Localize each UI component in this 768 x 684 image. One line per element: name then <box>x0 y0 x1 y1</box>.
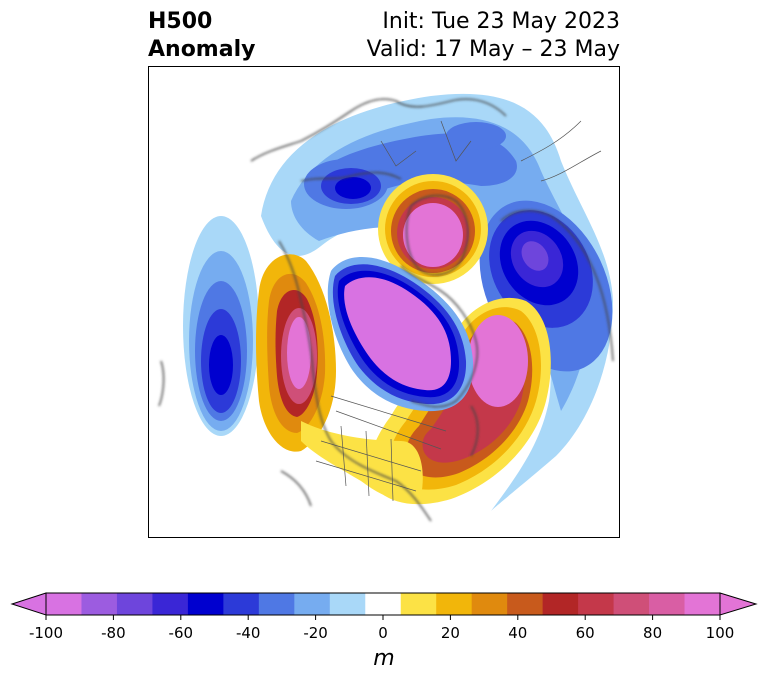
coastlines <box>158 98 614 522</box>
colorbar-extend-high <box>719 592 758 616</box>
colorbar-swatch <box>507 593 544 615</box>
polar-trough <box>327 257 474 412</box>
colorbar-tick-label: -100 <box>29 624 63 642</box>
colorbar-swatch <box>223 593 260 615</box>
anomaly-map <box>148 66 620 538</box>
pacific-low <box>183 216 259 436</box>
colorbar-swatch <box>116 593 153 615</box>
init-label: Init: Tue 23 May 2023 <box>382 9 620 34</box>
colorbar-swatch <box>684 593 721 615</box>
colorbar-swatch <box>81 593 118 615</box>
colorbar-tick-label: 0 <box>378 624 388 642</box>
colorbar-swatch <box>187 593 224 615</box>
colorbar-swatch <box>613 593 650 615</box>
colorbar-swatch <box>649 593 686 615</box>
colorbar-swatches <box>46 593 721 615</box>
colorbar-tick-label: 20 <box>441 624 460 642</box>
colorbar-tick-label: 60 <box>576 624 595 642</box>
colorbar-swatch <box>294 593 331 615</box>
colorbar-swatch <box>152 593 189 615</box>
colorbar-tick-label: -40 <box>236 624 261 642</box>
colorbar-swatch <box>542 593 579 615</box>
colorbar-swatch <box>400 593 437 615</box>
valid-period: Init: Tue 23 May 2023 Valid: 17 May – 23… <box>367 8 620 64</box>
colorbar-extend-low <box>10 592 47 616</box>
greenland-ridge <box>378 174 488 284</box>
colorbar-swatch <box>471 593 508 615</box>
title-line-2: Anomaly <box>148 37 256 62</box>
colorbar-swatch <box>46 593 82 615</box>
colorbar-tick-label: 100 <box>706 624 735 642</box>
colorbar-tick-label: -80 <box>101 624 126 642</box>
colorbar-tick-label: -20 <box>303 624 328 642</box>
colorbar-tick-label: 40 <box>508 624 527 642</box>
map-title: H500 Anomaly <box>148 8 255 64</box>
colorbar-swatch <box>329 593 366 615</box>
title-line-1: H500 <box>148 9 213 34</box>
western-ridge <box>256 254 336 452</box>
colorbar-swatch <box>578 593 615 615</box>
colorbar-swatch <box>365 593 402 615</box>
colorbar-swatch <box>436 593 473 615</box>
colorbar: -100 -80 -60 -40 -20 0 20 40 60 80 100 <box>10 592 758 642</box>
valid-label: Valid: 17 May – 23 May <box>366 37 620 62</box>
political-borders <box>315 120 602 502</box>
colorbar-unit-label: m <box>373 646 395 671</box>
colorbar-ticks: -100 -80 -60 -40 -20 0 20 40 60 80 100 <box>29 615 734 642</box>
colorbar-tick-label: -60 <box>169 624 194 642</box>
anomaly-field <box>158 93 614 522</box>
colorbar-tick-label: 80 <box>643 624 662 642</box>
colorbar-swatch <box>258 593 295 615</box>
